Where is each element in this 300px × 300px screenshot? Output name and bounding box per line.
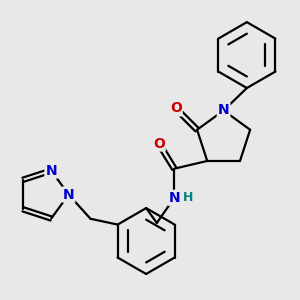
Text: N: N (63, 188, 74, 202)
Text: O: O (153, 136, 165, 151)
Text: N: N (218, 103, 230, 118)
Text: O: O (170, 101, 182, 116)
Text: N: N (45, 164, 57, 178)
Text: N: N (169, 191, 180, 205)
Text: H: H (183, 191, 193, 204)
